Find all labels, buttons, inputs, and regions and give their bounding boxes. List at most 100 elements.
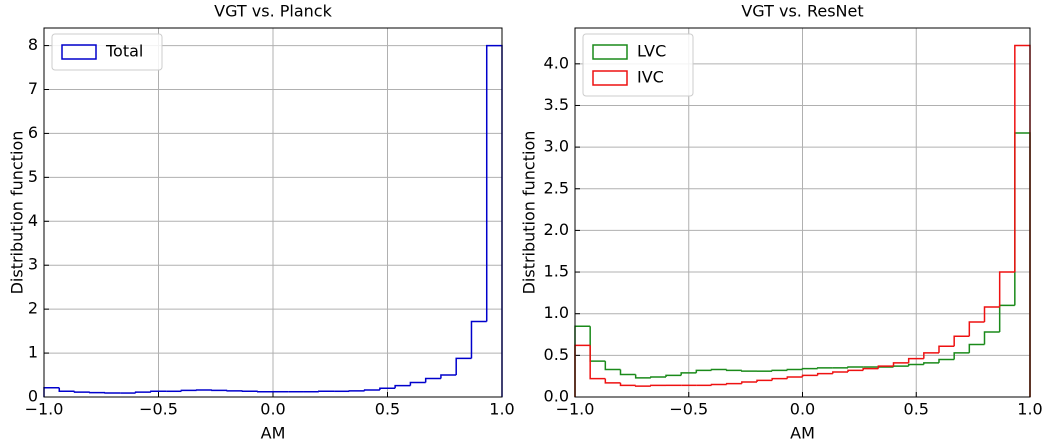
y-tick-label: 3.5 (544, 95, 569, 114)
plot-frame (43, 27, 503, 398)
histogram-step (440, 374, 457, 379)
histogram-step (983, 331, 1000, 345)
histogram-step (756, 379, 773, 383)
legend-box (582, 33, 694, 97)
x-tick-label: 0.0 (260, 400, 285, 419)
histogram-step (650, 384, 666, 387)
histogram-step (619, 382, 636, 387)
legend-swatch (592, 44, 628, 60)
y-tick-label: 8 (28, 35, 38, 54)
histogram-step (938, 358, 955, 363)
x-tick-label: −1.0 (25, 400, 64, 419)
histogram-step (710, 368, 727, 371)
histogram-step (892, 362, 909, 367)
y-tick-label: 0.5 (544, 345, 569, 364)
histogram-step (847, 369, 864, 373)
histogram-step (983, 306, 1000, 323)
histogram-step (786, 376, 803, 379)
x-tick-label: 1.0 (489, 400, 514, 419)
histogram-step (710, 383, 727, 386)
histogram-step (832, 371, 848, 374)
y-tick-label: 4.0 (544, 53, 569, 72)
y-tick-label: 2.0 (544, 220, 569, 239)
histogram-step (379, 387, 396, 390)
histogram-step (574, 325, 591, 397)
chart-title: VGT vs. ResNet (741, 2, 863, 21)
histogram-step (634, 374, 651, 379)
histogram-step (816, 367, 833, 369)
histogram-step (455, 357, 472, 376)
histogram-step (923, 362, 939, 365)
histogram-step (619, 369, 636, 376)
histogram-step (847, 366, 864, 368)
histogram-step (877, 365, 894, 369)
legend-label: LVC (637, 42, 666, 61)
histogram-step (801, 374, 818, 378)
histogram-step (923, 352, 939, 359)
histogram-step (892, 365, 909, 368)
histogram-step (953, 335, 970, 347)
histogram-step (695, 369, 712, 373)
histogram-step (634, 385, 651, 387)
histogram-step (725, 369, 742, 372)
y-tick-label: 6 (28, 123, 38, 142)
histogram-step (771, 369, 788, 372)
histogram-step (589, 345, 606, 380)
y-tick-label: 1.5 (544, 262, 569, 281)
x-axis-label: AM (790, 424, 815, 443)
histogram-step (741, 370, 757, 372)
x-tick-label: 0.5 (375, 400, 400, 419)
y-tick-label: 1.0 (544, 303, 569, 322)
plot-frame (574, 27, 1031, 398)
histogram-step (73, 391, 90, 393)
histogram-step (150, 390, 167, 393)
y-axis-label: Distribution function (8, 131, 27, 295)
x-axis-label: AM (261, 424, 286, 443)
histogram-step (953, 352, 970, 360)
legend-swatch (592, 70, 628, 86)
histogram-step (801, 367, 818, 370)
histogram-step (938, 345, 955, 353)
y-tick-label: 1 (28, 343, 38, 362)
y-tick-label: 0 (28, 387, 38, 406)
histogram-step (816, 372, 833, 376)
y-tick-label: 2 (28, 299, 38, 318)
histogram-step (180, 389, 197, 392)
histogram-step (998, 271, 1015, 308)
x-tick-label: 0.0 (790, 400, 815, 419)
y-tick-label: 7 (28, 79, 38, 98)
x-tick-label: 1.0 (1017, 400, 1042, 419)
histogram-step (968, 321, 985, 337)
y-tick-label: 0.0 (544, 387, 569, 406)
y-tick-label: 5 (28, 167, 38, 186)
histogram-step (786, 368, 803, 371)
x-tick-label: −0.5 (669, 400, 708, 419)
legend-label: Total (105, 42, 143, 61)
legend-label: IVC (637, 68, 664, 87)
histogram-step (998, 304, 1015, 333)
histogram-step (650, 376, 666, 378)
legend-swatch (61, 44, 97, 60)
histogram-step (43, 387, 60, 397)
x-tick-label: −1.0 (556, 400, 595, 419)
histogram-step (968, 343, 985, 353)
x-tick-label: 0.5 (904, 400, 929, 419)
histogram-step (741, 381, 757, 384)
histogram-step (907, 363, 924, 367)
histogram-step (725, 382, 742, 385)
histogram-step (1014, 44, 1031, 397)
x-tick-label: −0.5 (139, 400, 178, 419)
y-tick-label: 4 (28, 211, 38, 230)
chart-title: VGT vs. Planck (214, 2, 332, 21)
histogram-step (680, 372, 697, 376)
histogram-step (862, 367, 879, 371)
histogram-step (394, 384, 411, 389)
histogram-step (1014, 132, 1031, 397)
y-axis-label: Distribution function (520, 131, 539, 295)
y-tick-label: 2.5 (544, 178, 569, 197)
histogram-step (470, 320, 487, 359)
histogram-step (424, 377, 441, 383)
legend-box (51, 33, 163, 71)
y-tick-label: 3 (28, 255, 38, 274)
histogram-step (907, 357, 924, 363)
